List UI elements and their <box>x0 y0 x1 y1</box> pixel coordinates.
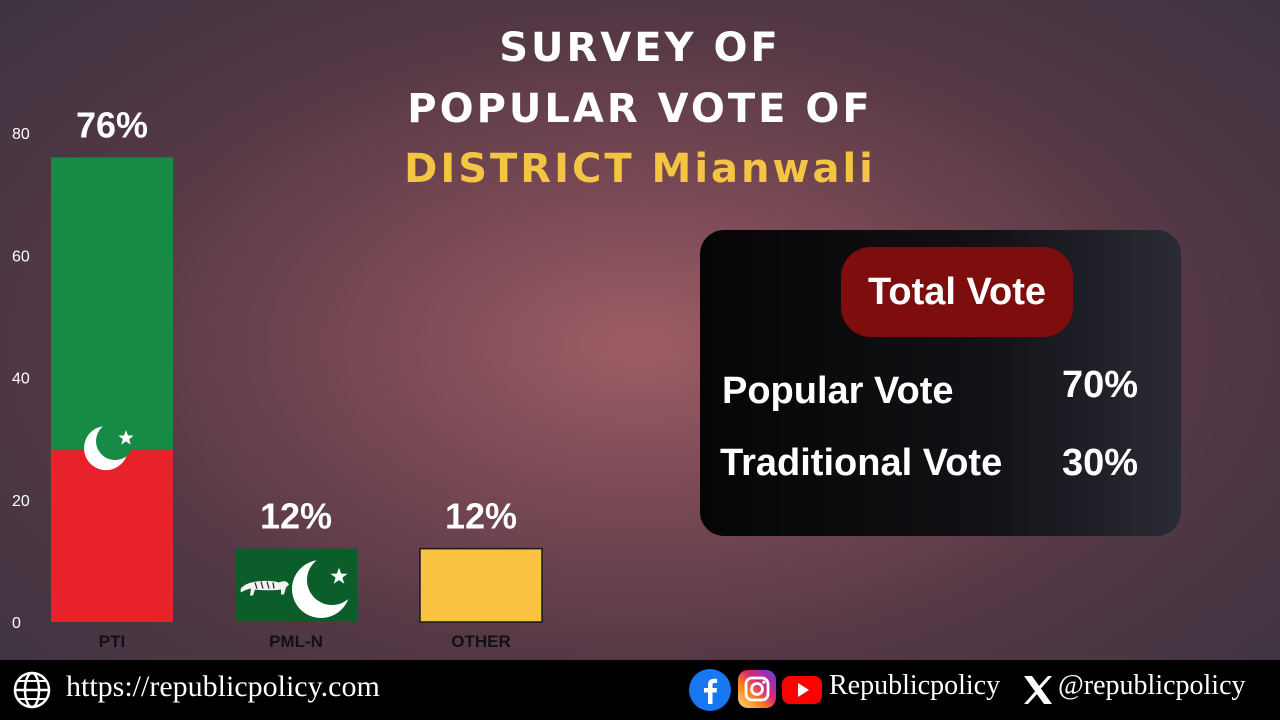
crescent-cutout <box>307 554 357 605</box>
x-handle[interactable]: @republicpolicy <box>1058 670 1246 701</box>
bar-pmln <box>235 548 357 622</box>
x-icon[interactable] <box>1022 674 1054 706</box>
crescent-cutout <box>96 422 134 461</box>
x-tick-label: OTHER <box>451 632 511 651</box>
title-line-3: DISTRICT Mianwali <box>404 146 876 192</box>
tiger-body <box>240 580 289 596</box>
star-icon <box>330 567 348 584</box>
instagram-icon[interactable] <box>736 668 778 710</box>
tiger-stripes <box>254 581 275 589</box>
traditional-vote-value: 30% <box>1062 442 1139 484</box>
website-link[interactable]: https://republicpolicy.com <box>66 670 380 703</box>
page-name-label[interactable]: Republicpolicy <box>829 670 1001 701</box>
popular-vote-label: Popular Vote <box>722 370 954 412</box>
tiger-icon <box>240 580 289 596</box>
bar-other <box>419 547 543 623</box>
bar-chart: 0 20 40 60 80 76% PTI 12% PML-N 12% OTHER <box>12 104 543 651</box>
bar-pti <box>51 157 173 622</box>
traditional-vote-label: Traditional Vote <box>720 442 1003 484</box>
facebook-icon[interactable] <box>688 668 732 712</box>
title-line-1: SURVEY OF <box>499 25 781 71</box>
y-tick-label: 40 <box>12 371 30 388</box>
star-icon <box>118 430 134 445</box>
y-tick-label: 80 <box>12 126 30 143</box>
data-label: 76% <box>76 104 148 145</box>
data-label: 12% <box>445 496 517 537</box>
bar-fill <box>420 548 542 622</box>
total-vote-header: Total Vote <box>841 247 1073 337</box>
data-label: 12% <box>260 496 332 537</box>
globe-icon <box>13 671 51 709</box>
bar-outline <box>419 547 543 623</box>
total-vote-panel: Total Vote Popular Vote 70% Traditional … <box>700 230 1181 536</box>
y-tick-label: 60 <box>12 248 30 265</box>
popular-vote-value: 70% <box>1062 364 1139 406</box>
footer-bar: https://republicpolicy.com Republicpolic… <box>0 660 1280 720</box>
youtube-icon[interactable] <box>782 676 822 704</box>
y-tick-label: 0 <box>12 615 21 632</box>
title-line-2: POPULAR VOTE OF <box>407 86 873 132</box>
x-tick-label: PTI <box>99 632 125 651</box>
y-tick-label: 20 <box>12 493 30 510</box>
x-tick-label: PML-N <box>269 632 323 651</box>
bar-fill-green <box>51 157 173 451</box>
